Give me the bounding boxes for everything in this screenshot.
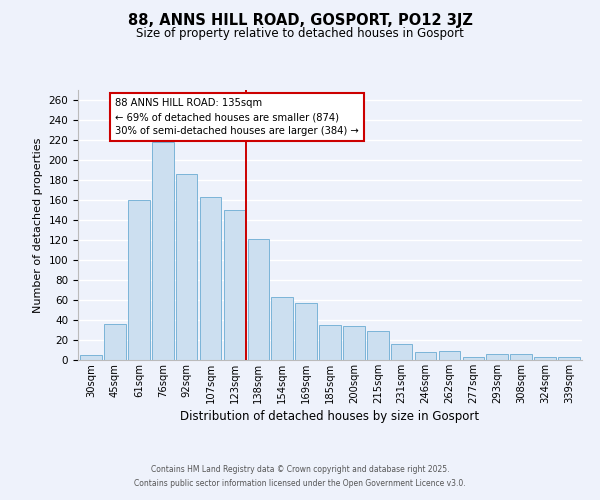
Text: 88, ANNS HILL ROAD, GOSPORT, PO12 3JZ: 88, ANNS HILL ROAD, GOSPORT, PO12 3JZ	[128, 12, 472, 28]
Bar	[391, 344, 412, 360]
Bar	[104, 324, 126, 360]
Bar	[415, 352, 436, 360]
Text: Contains HM Land Registry data © Crown copyright and database right 2025.
Contai: Contains HM Land Registry data © Crown c…	[134, 466, 466, 487]
Bar	[511, 354, 532, 360]
Bar	[200, 197, 221, 360]
Bar	[80, 355, 102, 360]
Bar	[271, 297, 293, 360]
X-axis label: Distribution of detached houses by size in Gosport: Distribution of detached houses by size …	[181, 410, 479, 423]
Text: 88 ANNS HILL ROAD: 135sqm
← 69% of detached houses are smaller (874)
30% of semi: 88 ANNS HILL ROAD: 135sqm ← 69% of detac…	[115, 98, 359, 136]
Bar	[534, 357, 556, 360]
Bar	[176, 174, 197, 360]
Bar	[463, 357, 484, 360]
Bar	[439, 351, 460, 360]
Bar	[319, 325, 341, 360]
Bar	[224, 210, 245, 360]
Bar	[295, 303, 317, 360]
Bar	[487, 354, 508, 360]
Bar	[367, 331, 389, 360]
Bar	[152, 142, 173, 360]
Bar	[558, 357, 580, 360]
Bar	[248, 239, 269, 360]
Text: Size of property relative to detached houses in Gosport: Size of property relative to detached ho…	[136, 28, 464, 40]
Bar	[343, 326, 365, 360]
Y-axis label: Number of detached properties: Number of detached properties	[33, 138, 43, 312]
Bar	[128, 200, 149, 360]
